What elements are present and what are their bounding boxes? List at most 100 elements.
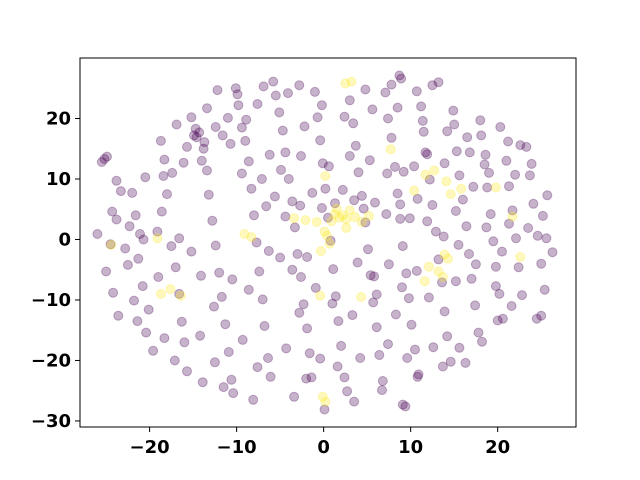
scatter-point (356, 216, 367, 227)
scatter-point (99, 154, 110, 164)
scatter-point (454, 170, 465, 181)
scatter-point (302, 323, 313, 334)
scatter-point (312, 112, 323, 123)
scatter-point (511, 233, 521, 244)
scatter-point (439, 158, 450, 169)
scatter-point (429, 165, 440, 176)
scatter-point (280, 147, 291, 158)
scatter-point (339, 111, 350, 122)
scatter-point (497, 313, 508, 324)
scatter-point (470, 300, 481, 311)
scatter-point (528, 198, 539, 209)
scatter-point (470, 259, 481, 270)
scatter-point (410, 344, 420, 355)
scatter-point (490, 261, 501, 272)
scatter-point (380, 87, 391, 98)
scatter-point (96, 157, 107, 167)
y-axis: −30 −20 −10 0 10 20 (31, 108, 80, 432)
scatter-point (243, 284, 254, 295)
scatter-point (137, 281, 148, 292)
scatter-point (427, 200, 438, 210)
scatter-point (424, 174, 435, 185)
scatter-point (264, 149, 275, 160)
scatter-point (539, 284, 550, 295)
scatter-point (365, 270, 376, 281)
scatter-point (417, 115, 428, 126)
scatter-point (296, 151, 306, 161)
scatter-point (275, 252, 286, 263)
scatter-point (132, 316, 143, 327)
scatter-point (523, 223, 534, 233)
scatter-point (420, 147, 431, 158)
scatter-point (324, 238, 335, 249)
scatter-point (214, 267, 225, 278)
scatter-point (450, 276, 461, 287)
scatter-point (412, 371, 423, 382)
scatter-point (225, 138, 236, 149)
scatter-point (194, 127, 205, 138)
scatter-point (352, 257, 363, 268)
scatter-point (315, 135, 326, 146)
scatter-point (336, 340, 347, 351)
scatter-point (256, 174, 267, 184)
scatter-point (165, 284, 176, 295)
scatter-point (237, 334, 248, 345)
scatter-point (368, 297, 379, 308)
scatter-point (258, 81, 269, 92)
scatter-point (196, 270, 206, 281)
scatter-point (289, 391, 300, 402)
scatter-point (517, 290, 527, 301)
scatter-point (265, 371, 276, 382)
scatter-point (460, 357, 471, 368)
scatter-point (422, 149, 433, 160)
scatter-point (385, 144, 396, 155)
scatter-point (101, 266, 112, 277)
scatter-point (171, 119, 182, 130)
scatter-point (294, 307, 305, 318)
scatter-point (274, 107, 285, 118)
scatter-point (383, 339, 393, 350)
scatter-point (311, 216, 322, 227)
scatter-point (203, 189, 214, 200)
scatter-point (138, 234, 149, 245)
scatter-point (152, 226, 163, 237)
scatter-point (488, 236, 499, 247)
scatter-point (322, 230, 333, 241)
scatter-point (367, 104, 378, 115)
scatter-point (316, 203, 327, 213)
scatter-point (437, 277, 447, 288)
scatter-point (457, 194, 468, 205)
scatter-point (392, 102, 403, 113)
scatter-point (360, 217, 371, 228)
scatter-point (218, 382, 229, 393)
scatter-point (263, 246, 274, 256)
scatter-point (283, 88, 293, 99)
scatter-point (333, 316, 344, 327)
scatter-point (174, 233, 185, 244)
scatter-point (227, 274, 238, 285)
scatter-point (411, 86, 422, 97)
scatter-point (515, 140, 526, 151)
scatter-point (240, 135, 251, 146)
scatter-point (342, 386, 353, 397)
scatter-point (482, 182, 493, 193)
scatter-point (390, 309, 401, 320)
scatter-point (442, 331, 453, 342)
scatter-point (344, 95, 355, 106)
scatter-point (102, 151, 112, 162)
scatter-point (217, 130, 228, 141)
scatter-point (420, 169, 431, 180)
scatter-point (521, 141, 532, 152)
scatter-point (301, 373, 312, 384)
scatter-point (340, 78, 351, 89)
scatter-point (182, 141, 192, 152)
scatter-point (476, 130, 487, 141)
scatter-point (461, 221, 472, 232)
scatter-point (320, 396, 331, 407)
scatter-point (276, 164, 286, 175)
scatter-point (317, 158, 328, 169)
scatter-point (371, 289, 382, 300)
scatter-point (413, 369, 424, 380)
scatter-point (350, 140, 361, 151)
